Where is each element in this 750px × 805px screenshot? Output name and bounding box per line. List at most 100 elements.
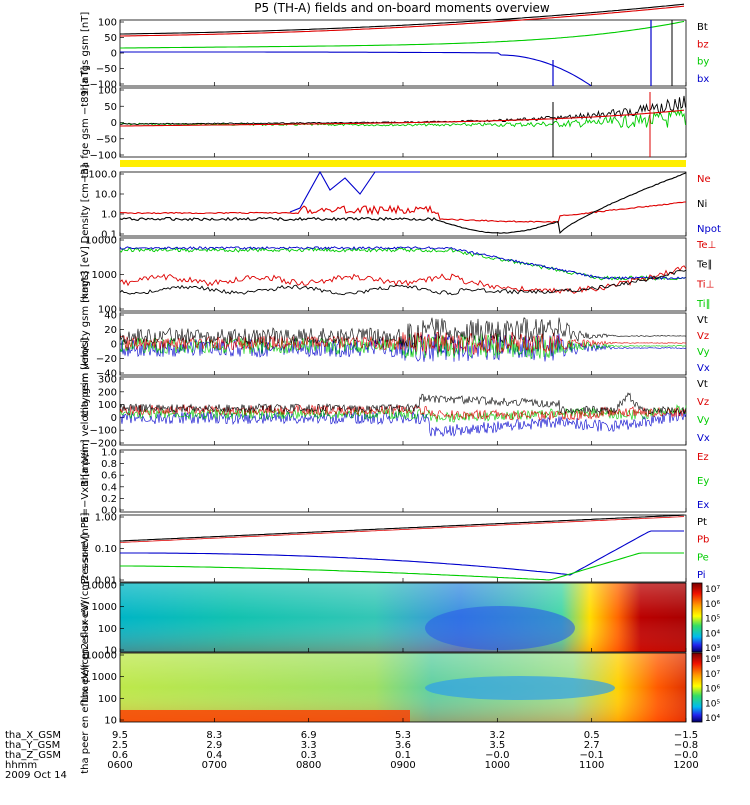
legend-entry: Ne — [697, 174, 711, 185]
colorbar-tick-label: 10³ — [705, 644, 720, 654]
panel-3: 100.0 10.0 1.0 0.1 Density [cm−3] Ne Ni Npot — [80, 164, 721, 243]
traces-velocity-small — [119, 317, 687, 362]
trace-vz — [119, 331, 687, 355]
axis-row-label: hhmm — [5, 760, 37, 771]
trace-bx — [120, 51, 592, 87]
axis-value: 3.3 — [301, 740, 317, 751]
y-tick-label: 0 — [111, 413, 117, 424]
legend-entry: Te∥ — [696, 260, 713, 271]
axis-value: 0.6 — [112, 750, 128, 761]
axis-value: 0.5 — [584, 730, 600, 741]
colorbar-tick-label: 10⁵ — [705, 699, 720, 709]
axis-value: 0800 — [296, 760, 321, 771]
legend-entry: bz — [697, 39, 709, 50]
axis-value: 5.3 — [395, 730, 411, 741]
colorbar-tick-label: 10⁴ — [705, 714, 720, 724]
panel-frame — [119, 449, 687, 513]
y-tick-label: 1000 — [92, 672, 117, 683]
colorbar-tick-label: 10⁶ — [705, 685, 720, 695]
y-tick-label: −40 — [96, 369, 117, 380]
high-flux-band — [120, 710, 410, 722]
date-label: 2009 Oct 14 — [5, 770, 67, 781]
y-axis-label: tha peim velocity gsm [km/s] — [80, 338, 91, 485]
legend-entry: bx — [697, 74, 709, 85]
legend-entry: Ti⊥ — [696, 279, 714, 290]
axis-value: −0.0 — [485, 750, 509, 761]
panel-frame — [119, 312, 687, 376]
legend-entry: Vy — [697, 347, 710, 358]
y-tick-label: −100 — [90, 151, 117, 162]
y-tick-label: 0.8 — [101, 459, 117, 470]
y-tick-label: 0.1 — [101, 230, 117, 241]
y-tick-label: 10000 — [85, 236, 117, 247]
y-tick-label: 10.0 — [95, 190, 117, 201]
y-tick-label: −20 — [96, 354, 117, 365]
traces-fge — [119, 92, 686, 157]
axis-value: 3.5 — [489, 740, 505, 751]
y-tick-label: 100 — [98, 305, 117, 316]
trace-ne — [119, 201, 686, 224]
y-tick-label: 0.6 — [101, 471, 117, 482]
panel-8: 1.00 0.10 0.01 Pressure [nPa] Pt Pb Pe Pi — [80, 513, 709, 587]
axis-value: −0.1 — [580, 750, 604, 761]
axis-value: 1000 — [485, 760, 510, 771]
trace-vx — [119, 409, 687, 437]
y-tick-label: 0.4 — [101, 482, 117, 493]
trace-red — [120, 109, 685, 127]
y-tick-label: 1.00 — [95, 513, 117, 524]
y-tick-label: 100 — [98, 86, 117, 97]
panel-10: 10⁸ 10⁷ 10⁶ 10⁵ 10⁴ 10000 1000 100 10 tha peer en… — [80, 601, 720, 774]
axis-value: 8.3 — [206, 730, 222, 741]
axis-value: 0.1 — [395, 750, 411, 761]
y-tick-label: 10 — [104, 646, 117, 657]
legend-entry: Vt — [697, 379, 708, 390]
y-axis-label: tha peim velocity gsm [km/s] — [80, 271, 91, 418]
trace-vy — [119, 404, 687, 423]
axis-value: 0900 — [390, 760, 415, 771]
legend-entry: Pi — [697, 570, 706, 581]
axis-value: 6.9 — [301, 730, 317, 741]
axis-value: 0.3 — [301, 750, 317, 761]
legend-entry: Vt — [697, 315, 708, 326]
legend-entry: Ex — [697, 500, 709, 511]
y-tick-label: 0 — [111, 49, 117, 60]
legend-entry: Vz — [697, 331, 709, 342]
trace-ti-perp — [119, 269, 687, 296]
y-tick-label: 10000 — [85, 651, 117, 662]
legend-entry: Npot — [697, 224, 721, 235]
y-tick-label: −50 — [96, 64, 117, 75]
colorbar — [691, 582, 703, 653]
y-tick-label: 100.0 — [88, 170, 117, 181]
legend-entry: Ni — [697, 199, 707, 210]
y-tick-label: 0 — [111, 118, 117, 129]
y-tick-label: −100 — [90, 426, 117, 437]
colorbar-tick-label: 10⁷ — [705, 670, 720, 680]
legend-entry: Vx — [697, 363, 710, 374]
trace-vt — [119, 392, 687, 415]
axis-value: 1200 — [673, 760, 698, 771]
colorbar-tick-label: 10⁴ — [705, 629, 720, 639]
traces-velocity-large — [119, 392, 687, 437]
y-tick-label: 100 — [98, 18, 117, 29]
y-axis-label: Pressure [nPa] — [80, 513, 91, 585]
colorbar-tick-label: 10⁸ — [705, 655, 720, 665]
y-axis-label: tha peir en eflux eV/(cm2-s-sr-eV) — [80, 533, 91, 702]
trace-te-par — [119, 246, 686, 280]
trace-npot — [289, 170, 420, 213]
legend-entry: Ez — [697, 452, 709, 463]
y-tick-label: 0.01 — [95, 576, 117, 587]
low-flux-region — [425, 606, 575, 650]
y-tick-label: 0 — [111, 340, 117, 351]
trace-te-perp — [119, 265, 687, 294]
y-tick-label: 0.0 — [101, 506, 117, 517]
y-axis-label: E=−VxB [mV/m] — [80, 439, 91, 522]
axis-value: 2.9 — [206, 740, 222, 751]
chart-title: P5 (TH-A) fields and on-board moments ov… — [254, 1, 550, 15]
quality-flag-bar — [120, 160, 686, 167]
y-tick-label: 50 — [104, 33, 117, 44]
trace-pt — [119, 514, 685, 542]
traces-density — [119, 170, 687, 235]
legend-entry: Vx — [697, 433, 710, 444]
